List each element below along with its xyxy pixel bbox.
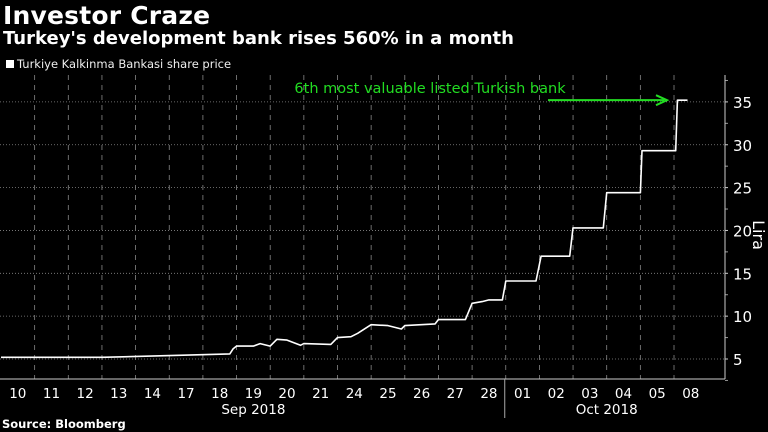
x-tick-label: 28	[480, 386, 497, 402]
x-tick-label: 18	[211, 386, 228, 402]
y-tick-label: 30	[733, 137, 752, 155]
y-tick-label: 25	[733, 180, 752, 198]
y-tick-label: 35	[733, 94, 752, 112]
legend-label: Turkiye Kalkinma Bankasi share price	[17, 57, 232, 71]
month-label: Oct 2018	[576, 402, 638, 418]
x-tick-label: 03	[581, 386, 598, 402]
x-tick-label: 11	[43, 386, 60, 402]
chart-title: Investor Craze	[3, 1, 211, 30]
chart-subtitle: Turkey's development bank rises 560% in …	[3, 28, 514, 49]
legend: Turkiye Kalkinma Bankasi share price	[6, 57, 231, 71]
x-tick-label: 08	[682, 386, 699, 402]
x-tick-label: 12	[77, 386, 94, 402]
arrowhead-icon	[655, 94, 670, 107]
x-tick-label: 01	[514, 386, 531, 402]
x-tick-label: 05	[649, 386, 666, 402]
share-price-line	[1, 99, 688, 359]
y-tick-label: 20	[733, 222, 752, 240]
x-tick-label: 17	[177, 386, 194, 402]
x-tick-label: 02	[548, 386, 565, 402]
y-tick-label: 10	[733, 308, 752, 326]
legend-swatch-icon	[6, 60, 14, 68]
x-tick-label: 19	[245, 386, 262, 402]
x-tick-label: 04	[615, 386, 632, 402]
x-tick-label: 27	[447, 386, 464, 402]
annotation-text: 6th most valuable listed Turkish bank	[294, 81, 566, 97]
x-tick-label: 20	[278, 386, 295, 402]
x-tick-label: 14	[144, 386, 161, 402]
x-tick-label: 10	[9, 386, 26, 402]
x-tick-label: 26	[413, 386, 430, 402]
x-tick-label: 25	[379, 386, 396, 402]
x-tick-label: 21	[312, 386, 329, 402]
month-label: Sep 2018	[221, 402, 285, 418]
y-tick-label: 15	[733, 265, 752, 283]
x-tick-label: 13	[110, 386, 127, 402]
x-tick-label: 24	[346, 386, 363, 402]
source-note: Source: Bloomberg	[2, 417, 126, 431]
y-axis-label: Lira	[749, 220, 768, 250]
y-tick-label: 5	[733, 351, 743, 369]
